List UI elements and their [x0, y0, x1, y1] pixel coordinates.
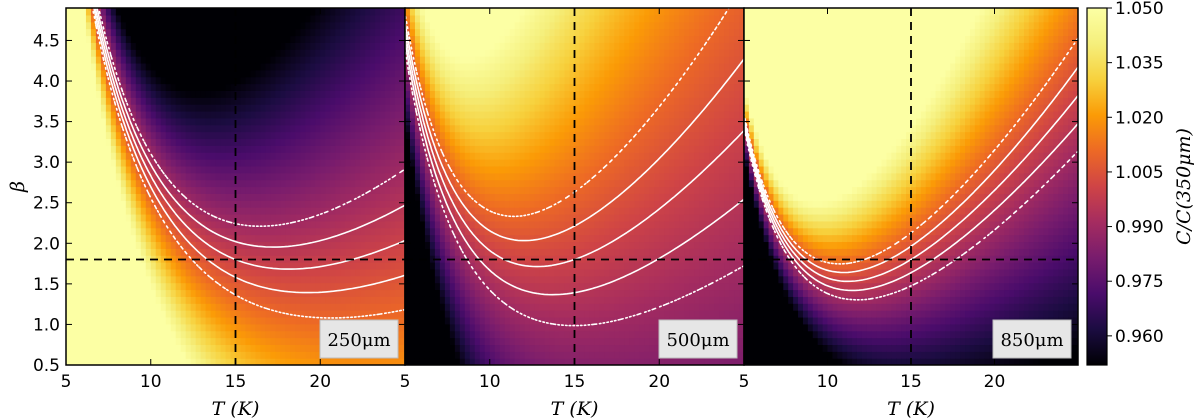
colorbar-tick-label: 0.960 [1115, 327, 1164, 347]
contour-dotted [405, 49, 744, 327]
heatmap-250 [66, 8, 405, 365]
x-tick-label: 10 [479, 372, 501, 392]
contour-solid [94, 8, 405, 270]
x-tick-label: 15 [564, 372, 586, 392]
y-tick-label: 1.5 [33, 275, 60, 295]
x-tick-label: 5 [61, 372, 72, 392]
y-tick-label: 1.0 [33, 315, 60, 335]
panel-850: 5 10 15 20 T (K) 850μm [739, 7, 1079, 419]
y-tick-label: 0.5 [33, 356, 60, 376]
colorbar-label: C/C(350μm) [1173, 128, 1195, 245]
contour-dashed [744, 123, 1078, 292]
heatmap-500 [405, 8, 744, 365]
x-tick-label: 15 [900, 372, 922, 392]
contour-dashed [405, 41, 744, 296]
colorbar: 0.960 0.975 0.990 1.005 1.020 1.035 1.050 C/C(3… [1086, 0, 1195, 366]
colorbar-tick-label: 0.975 [1115, 272, 1164, 292]
band-label-box [658, 319, 738, 359]
colorbar-tick-label: 1.035 [1115, 54, 1164, 74]
contour-dotted [744, 127, 1078, 301]
x-tick-label: 15 [225, 372, 247, 392]
x-tick-label: 5 [739, 372, 750, 392]
contour-dotted [405, 8, 730, 218]
y-axis-label: β [7, 181, 29, 193]
contour-dashed [93, 8, 405, 294]
contour-dashed [405, 22, 744, 242]
x-tick-label: 20 [648, 372, 670, 392]
y-tick-label: 3.5 [33, 113, 60, 133]
y-tick-label: 2.5 [33, 194, 60, 214]
x-tick-label: 20 [309, 372, 331, 392]
contour-solid [405, 31, 744, 268]
x-tick-label: 10 [140, 372, 162, 392]
band-label: 500μm [666, 330, 729, 351]
contour-dashed [96, 8, 405, 248]
colorbar-gradient [1086, 7, 1108, 366]
colorbar-tick-label: 0.990 [1115, 218, 1164, 238]
y-tick-label: 2.0 [33, 234, 60, 254]
band-label: 850μm [1000, 330, 1063, 351]
x-tick-label: 5 [400, 372, 411, 392]
colorbar-tick-label: 1.050 [1115, 0, 1164, 19]
colorbar-tick-label: 1.020 [1115, 108, 1164, 128]
colorbar-tick-label: 1.005 [1115, 163, 1164, 183]
band-label: 250μm [327, 330, 390, 351]
band-label-box [319, 319, 399, 359]
x-axis-label: T (K) [887, 398, 935, 419]
x-tick-label: 10 [817, 372, 839, 392]
x-tick-label: 20 [984, 372, 1006, 392]
band-label-box [992, 319, 1072, 359]
heatmap-850 [744, 8, 1078, 365]
y-tick-label: 4.5 [33, 31, 60, 51]
x-axis-label: T (K) [551, 398, 599, 419]
contour-dotted [744, 37, 1078, 265]
y-tick-label: 4.0 [33, 72, 60, 92]
panel-250: 5 10 15 20 T (K) 0.5 1.0 1.5 2.0 2.5 3.0 3.5 4.0 4.5 2… [33, 7, 406, 419]
panel-500: 5 10 15 20 T (K) 500μm [400, 7, 745, 419]
y-tick-label: 3.0 [33, 153, 60, 173]
contour-dotted [97, 8, 405, 227]
x-axis-label: T (K) [212, 398, 260, 419]
contour-solid [744, 95, 1078, 283]
contour-dotted [91, 8, 405, 319]
